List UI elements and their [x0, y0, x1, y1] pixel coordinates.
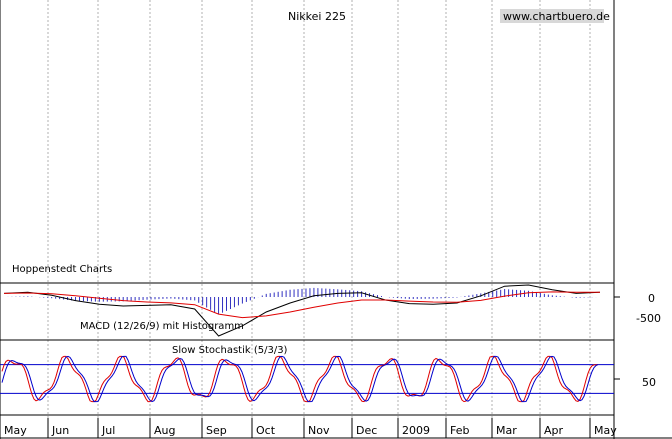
- macd-title: MACD (12/26/9) mit Histogramm: [80, 321, 244, 332]
- watermark-box: [500, 9, 604, 23]
- source-label: Hoppenstedt Charts: [12, 264, 112, 275]
- month-label-3: Aug: [154, 424, 175, 437]
- month-label-11: Apr: [544, 424, 564, 437]
- month-label-9: Feb: [450, 424, 469, 437]
- macd-line: [3, 284, 601, 337]
- month-label-1: Jun: [51, 424, 69, 437]
- month-label-2: Jul: [101, 424, 115, 437]
- month-label-7: Dec: [356, 424, 377, 437]
- month-label-6: Nov: [308, 424, 330, 437]
- month-label-8: 2009: [402, 424, 430, 437]
- stochastic-title: Slow Stochastik (5/3/3): [172, 345, 288, 356]
- chart-title: Nikkei 225: [288, 10, 346, 23]
- stoch-d-line: [1, 355, 599, 403]
- macd-signal-line: [3, 291, 600, 319]
- month-label-10: Mar: [496, 424, 517, 437]
- macd-panel: [3, 284, 620, 337]
- stochastic-panel: [0, 355, 620, 403]
- stochastic-tick-50: 50: [642, 376, 656, 389]
- stoch-k-line: [1, 355, 599, 403]
- macd-tick-0: 0: [648, 292, 655, 305]
- month-label-12: May: [594, 424, 617, 437]
- month-label-5: Oct: [256, 424, 276, 437]
- watermark: www.chartbuero.de: [503, 10, 610, 23]
- month-label-0: May: [4, 424, 27, 437]
- month-label-4: Sep: [206, 424, 227, 437]
- macd-tick-neg500: -500: [636, 312, 661, 325]
- month-axis: May Jun Jul Aug Sep Oct Nov Dec 2009 Feb Mar Apr May: [0, 418, 617, 438]
